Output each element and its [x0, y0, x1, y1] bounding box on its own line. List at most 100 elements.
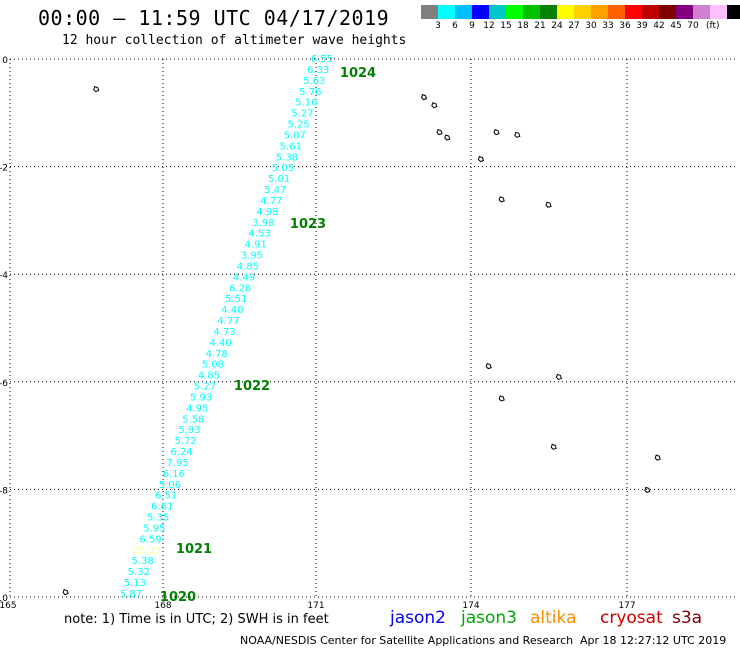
island-outline [644, 486, 651, 493]
color-scale-swatch [710, 5, 727, 19]
wave-height-value: 6.59 [139, 534, 161, 545]
wave-height-value: 6.55 [311, 55, 333, 65]
wave-height-value: 5.27 [194, 382, 216, 393]
wave-height-value: 5.61 [280, 141, 302, 152]
color-scale-swatch [540, 5, 557, 19]
color-scale-label: 3 [435, 21, 441, 31]
footer-note: note: 1) Time is in UTC; 2) SWH is in fe… [64, 612, 329, 627]
lat-tick-label: -10 [0, 594, 8, 604]
color-scale-swatch [455, 5, 472, 19]
map-subtitle: 12 hour collection of altimeter wave hei… [62, 33, 407, 48]
color-scale-unit: (ft) [706, 21, 720, 31]
wave-height-value: 4.77 [260, 196, 282, 207]
wave-height-value: 6.33 [307, 65, 329, 76]
island-outline [62, 588, 69, 596]
color-scale-label: 33 [602, 21, 614, 31]
wave-height-value: 7.95 [167, 458, 189, 469]
wave-height-value: 5.72 [174, 436, 196, 447]
wave-height-value: 5.87 [120, 589, 142, 600]
wave-height-value: 4.40 [210, 338, 232, 349]
wave-height-value: 5.76 [299, 87, 321, 98]
color-scale-label: 36 [619, 21, 631, 31]
wave-height-value: 5.07 [284, 130, 306, 141]
legend-item-altika: altika [530, 608, 577, 628]
legend-item-s3a: s3a [672, 608, 703, 628]
wave-height-value: 5.27 [291, 109, 313, 120]
wave-height-value: 5.38 [132, 556, 154, 567]
color-scale-label: 24 [551, 21, 563, 31]
wave-height-value: 5.32 [128, 567, 150, 578]
wave-height-value: 3.98 [252, 218, 274, 229]
wave-height-value: 5.47 [264, 185, 286, 196]
wave-height-value: 5.93 [178, 425, 200, 436]
lat-tick-label: -8 [0, 486, 8, 496]
island-outline [654, 454, 661, 461]
color-scale-swatch [574, 5, 591, 19]
pass-time-label: 1020 [160, 590, 196, 605]
pass-time-label: 1022 [234, 379, 270, 394]
lat-tick-label: -4 [0, 271, 8, 281]
color-scale-swatches [421, 5, 740, 19]
color-scale: 3 6 9 12 15 18 21 24 27 30 33 36 39 42 45 70 (ft) [421, 5, 740, 33]
color-scale-swatch [472, 5, 489, 19]
wave-height-value: 3.95 [241, 251, 263, 262]
lon-tick-label: 174 [462, 601, 479, 611]
color-scale-swatch [523, 5, 540, 19]
color-scale-label: 9 [469, 21, 475, 31]
color-scale-swatch [659, 5, 676, 19]
island-outline [493, 128, 500, 136]
island-outline [498, 395, 505, 402]
color-scale-label: 70 [687, 21, 699, 31]
wave-height-map: 0-2-4-6-8-101651681711741775.875.135.325… [0, 55, 738, 611]
wave-height-value: 5.35 [147, 513, 169, 524]
wave-height-value: 6.16 [163, 469, 185, 480]
island-outline [477, 155, 485, 163]
wave-height-value: 5.58 [182, 414, 204, 425]
island-outline [514, 131, 521, 138]
color-scale-swatch [421, 5, 438, 19]
wave-height-value: 5.95 [143, 523, 165, 534]
color-scale-label: 18 [517, 21, 529, 31]
island-outline [420, 94, 428, 101]
map-title: 00:00 – 11:59 UTC 04/17/2019 [38, 6, 390, 30]
wave-height-value: 5.38 [276, 152, 298, 163]
color-scale-swatch [506, 5, 523, 19]
color-scale-label: 39 [636, 21, 648, 31]
island-outline [431, 102, 438, 109]
color-scale-swatch [676, 5, 693, 19]
color-scale-label: 21 [534, 21, 546, 31]
color-scale-labels: 3 6 9 12 15 18 21 24 27 30 33 36 39 42 45 70 (ft) [421, 19, 740, 33]
wave-height-value: 5.01 [268, 174, 290, 185]
color-scale-swatch [557, 5, 574, 19]
color-scale-swatch [591, 5, 608, 19]
legend-item-jason3: jason3 [461, 608, 517, 628]
wave-height-value: 5.93 [190, 392, 212, 403]
wave-height-value: 5.06 [159, 480, 181, 491]
color-scale-label: 27 [568, 21, 580, 31]
wave-height-value: 6.28 [229, 283, 251, 294]
color-scale-label: 15 [500, 21, 512, 31]
lat-tick-label: -2 [0, 164, 8, 174]
wave-height-value: 4.77 [217, 316, 239, 327]
lon-tick-label: 168 [154, 601, 171, 611]
legend-item-cryosat: cryosat [600, 608, 663, 628]
lat-tick-label: 0 [2, 56, 8, 66]
color-scale-swatch [625, 5, 642, 19]
wave-height-value: 4.95 [186, 403, 208, 414]
island-outline [550, 443, 557, 450]
wave-height-value: 6.51 [155, 491, 177, 502]
color-scale-label: 45 [670, 21, 682, 31]
legend-item-jason2: jason2 [390, 608, 446, 628]
island-outline [485, 363, 492, 370]
island-outline [436, 128, 443, 136]
wave-height-value: 5.63 [303, 76, 325, 87]
lat-tick-label: -6 [0, 379, 8, 389]
wave-height-value: 5.51 [225, 294, 247, 305]
wave-height-value: 5.16 [295, 98, 317, 109]
wave-height-value: 5.25 [287, 120, 309, 131]
wave-height-value: 5.13 [124, 578, 146, 589]
issued-timestamp: Apr 18 12:27:12 UTC 2019 [580, 634, 727, 647]
wave-height-value: 5.08 [202, 360, 224, 371]
wave-height-value: 6.61 [151, 502, 173, 513]
island-outline [444, 134, 451, 141]
